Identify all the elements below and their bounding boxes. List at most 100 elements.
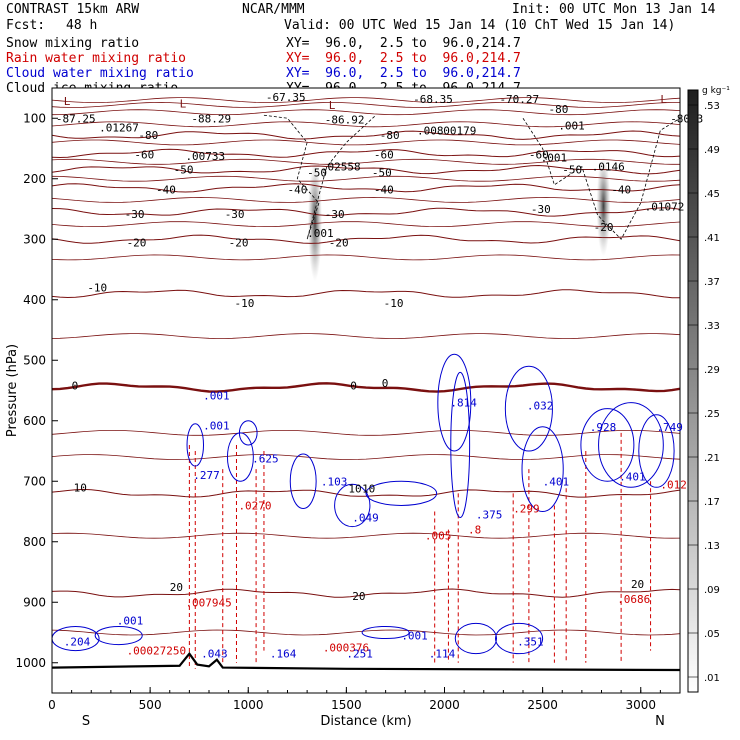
temperature-contour	[52, 164, 680, 175]
cloud-label: .351	[517, 636, 544, 649]
temperature-label: -50	[372, 167, 392, 180]
cloud-label: .401	[619, 470, 646, 483]
temperature-label: -80	[549, 103, 569, 116]
temperature-label: -20	[594, 221, 614, 234]
temperature-label: -60	[529, 149, 549, 162]
x-tick-label: 500	[139, 698, 162, 712]
cloud-label: .277	[193, 469, 220, 482]
temperature-extreme-label: -70.27	[499, 93, 539, 106]
colorbar-tick-label: .49	[704, 145, 720, 156]
colorbar-tick-label: .21	[704, 453, 720, 464]
temperature-label: -50	[174, 164, 194, 177]
colorbar-tick-label: .33	[704, 321, 720, 332]
temperature-contour	[52, 221, 680, 228]
cloud-water-contour	[361, 625, 410, 640]
temperature-contour	[52, 629, 680, 636]
temperature-label: -20	[229, 236, 249, 249]
temperature-label: -60	[134, 149, 154, 162]
terrain-line	[52, 651, 680, 672]
temperature-contour	[52, 121, 680, 128]
temperature-contour	[52, 101, 680, 108]
snow-plume	[596, 155, 611, 256]
temperature-contour	[52, 430, 680, 436]
rain-label: .012	[660, 478, 687, 491]
temperature-label: -30	[125, 208, 145, 221]
temperature-contour	[52, 532, 680, 539]
snow-ice-label: .001	[558, 120, 585, 133]
temperature-label: -10	[87, 282, 107, 295]
colorbar	[687, 89, 699, 693]
temperature-contour	[52, 488, 680, 498]
colorbar-tick-label: .09	[704, 585, 720, 596]
colorbar-tick-label: .29	[704, 365, 720, 376]
temperature-label: 10	[362, 483, 375, 496]
temperature-label: -40	[611, 184, 631, 197]
cloud-water-contour	[334, 483, 371, 528]
snow-ice-label: .00179	[437, 124, 477, 137]
cloud-label: .814	[450, 397, 477, 410]
snow-ice-label: .01072	[645, 201, 685, 214]
temperature-label: 0	[382, 377, 389, 390]
rain-label: .00027250	[127, 645, 187, 658]
cloud-water-contour	[580, 408, 635, 482]
temperature-label: 20	[352, 590, 365, 603]
temperature-contour	[52, 97, 680, 103]
rain-label: .007945	[185, 596, 231, 609]
temperature-contour	[52, 234, 680, 244]
rain-label: .0270	[238, 499, 271, 512]
cloud-water-contour	[450, 371, 471, 519]
field-xy-rain: XY= 96.0, 2.5 to 96.0,214.7	[286, 51, 521, 66]
temperature-contour	[52, 333, 680, 339]
temperature-contour	[52, 175, 680, 182]
plot-area	[52, 88, 680, 693]
low-marker: L	[180, 97, 187, 110]
field-name-cloud: Cloud water mixing ratio	[6, 66, 194, 81]
colorbar-tick-label: .41	[704, 233, 720, 244]
colorbar-tick-label: .01	[704, 673, 720, 684]
temperature-contour	[52, 109, 680, 116]
colorbar-tick-label: .13	[704, 541, 720, 552]
center-title: NCAR/MMM	[242, 2, 305, 17]
x-tick-label: 2500	[527, 698, 558, 712]
cloud-label: .401	[543, 475, 570, 488]
temperature-label: -80	[380, 129, 400, 142]
temperature-label: 10	[74, 481, 87, 494]
temperature-extreme-label: -86.92	[325, 113, 365, 126]
temperature-contour	[52, 588, 680, 598]
cloud-water-contour	[598, 402, 664, 488]
snow-plume	[307, 161, 322, 282]
cloud-water-contour	[504, 365, 553, 452]
snow-ice-label: .001	[307, 227, 334, 240]
cloud-label: .164	[270, 648, 297, 661]
x-axis-title: Distance (km)	[320, 714, 411, 729]
temperature-extreme-label: -88.29	[191, 112, 231, 125]
rain-label: .000376	[323, 642, 369, 655]
temperature-contour	[52, 454, 680, 460]
cloud-water-contour	[289, 453, 317, 509]
x-end-label-south: S	[82, 714, 90, 729]
colorbar-tick-label: .45	[704, 189, 720, 200]
cloud-label: .251	[346, 648, 373, 661]
cloud-label: .001	[203, 389, 230, 402]
y-tick-label: 800	[23, 535, 46, 549]
cloud-label: .049	[352, 512, 379, 525]
snow-ice-label: .01267	[99, 121, 139, 134]
rain-label: .299	[513, 502, 540, 515]
y-tick-label: 600	[23, 414, 46, 428]
y-tick-label: 400	[23, 293, 46, 307]
temperature-label: -50	[307, 167, 327, 180]
snow-ice-label: .02558	[321, 161, 361, 174]
temperature-label: -10	[384, 297, 404, 310]
valid-time: Valid: 00 UTC Wed 15 Jan 14 (10 ChT Wed …	[284, 18, 676, 33]
field-name-snow: Snow mixing ratio	[6, 36, 140, 51]
cloud-water-contour	[495, 622, 544, 655]
temperature-label: -20	[329, 236, 349, 249]
temperature-contour	[52, 207, 680, 217]
y-tick-label: 500	[23, 353, 46, 367]
temperature-contour	[52, 196, 680, 203]
cloud-label: .043	[201, 648, 228, 661]
temperature-label: -40	[288, 184, 308, 197]
x-tick-label: 3000	[625, 698, 656, 712]
low-marker: L	[64, 95, 71, 108]
